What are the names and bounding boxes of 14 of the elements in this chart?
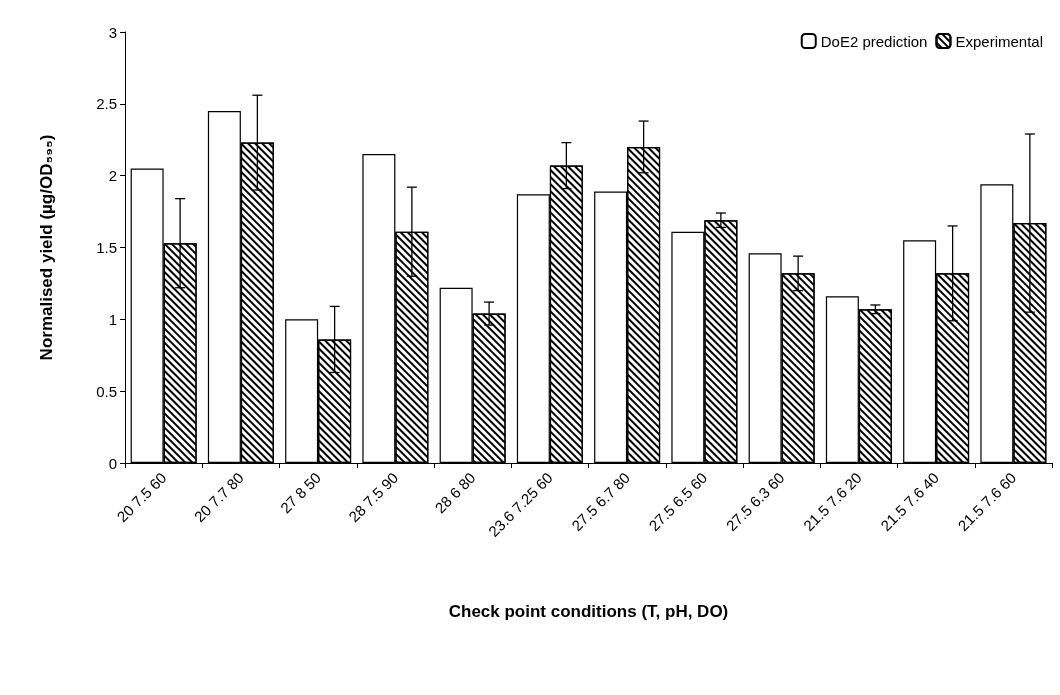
legend-label: Experimental — [955, 32, 1044, 50]
x-axis-title: Check point conditions (T, pH, DO) — [448, 602, 729, 621]
legend-label: DoE2 prediction — [820, 32, 928, 50]
y-tick-label: 2.5 — [96, 95, 117, 113]
x-tick-label: 27 8 50 — [276, 468, 325, 517]
y-tick-label: 0.5 — [96, 382, 117, 400]
y-tick-label: 1 — [108, 310, 117, 328]
y-axis-title: Normalised yield (µg/OD₅₉₅) — [37, 134, 56, 361]
x-tick-label: 28 6 80 — [431, 468, 479, 517]
y-tick-label: 1.5 — [96, 239, 117, 256]
x-tick-label: 28 7.5 90 — [345, 468, 402, 526]
y-tick-label: 3 — [108, 23, 117, 41]
x-tick-label: 20 7.7 80 — [190, 468, 247, 526]
y-tick-label: 2 — [108, 167, 117, 185]
